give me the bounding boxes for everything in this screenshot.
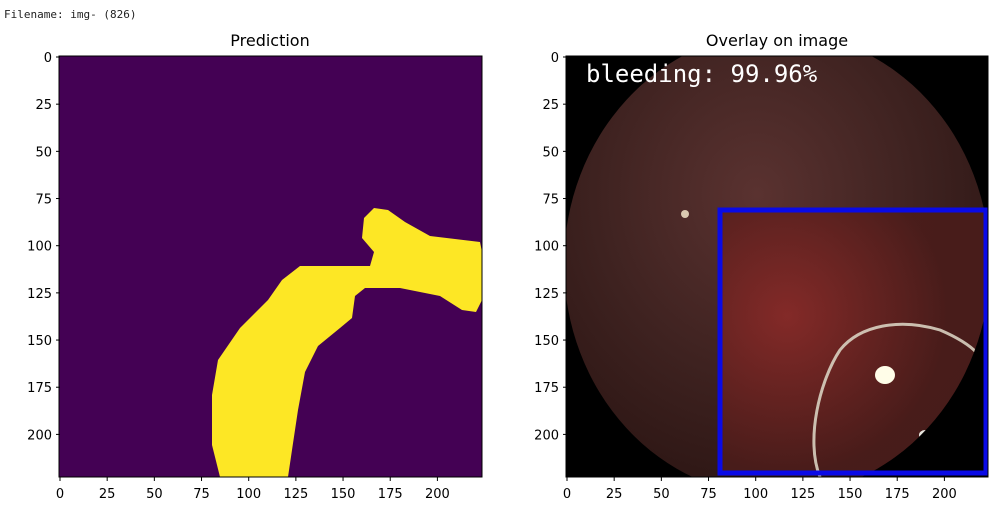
overlay-x-tick-label: 150 [838,487,863,502]
overlay-x-tick-label: 125 [790,487,815,502]
prediction-x-tick-label: 175 [378,487,403,502]
prediction-title: Prediction [230,31,310,50]
prediction-y-tick-label: 175 [27,381,52,396]
overlay-y-tick-label: 0 [551,51,559,66]
overlay-x-tick-label: 50 [653,487,670,502]
overlay-y-tick-label: 125 [534,287,559,302]
prediction-y-tick-label: 25 [35,98,52,113]
overlay-y-tick-label: 25 [542,98,559,113]
prediction-y-tick-label: 150 [27,334,52,349]
prediction-x-tick-label: 100 [236,487,261,502]
overlay-y-tick-label: 150 [534,334,559,349]
overlay-y-tick-label: 75 [542,193,559,208]
prediction-image [59,56,482,477]
overlay-x-tick-label: 100 [743,487,768,502]
prediction-axes-frame [58,55,483,478]
reflection-edge [812,322,988,477]
prediction-x-tick-label: 75 [193,487,210,502]
overlay-x-tick-label: 75 [700,487,717,502]
bleeding-mask [212,208,482,477]
prediction-x-tick-label: 50 [146,487,163,502]
overlay-axes-frame [565,55,989,478]
overlay-x-tick-label: 0 [563,487,571,502]
specular-highlight [875,366,895,384]
overlay-y-tick-label: 100 [534,240,559,255]
overlay-x-tick-label: 175 [885,487,910,502]
prediction-y-tick-label: 50 [35,145,52,160]
overlay-image: bleeding: 99.96% [566,56,988,477]
prediction-y-tick-label: 75 [35,193,52,208]
prediction-x-tick-label: 200 [425,487,450,502]
prediction-x-tick-label: 25 [99,487,116,502]
prediction-y-tick-label: 0 [44,51,52,66]
prediction-y-tick-label: 125 [27,287,52,302]
overlay-y-tick-label: 50 [542,145,559,160]
prediction-x-tick-label: 150 [331,487,356,502]
specular-dot [681,210,689,218]
overlay-title: Overlay on image [705,31,849,50]
prediction-x-tick-label: 0 [56,487,64,502]
prediction-y-tick-label: 200 [27,428,52,443]
overlay-x-tick-label: 200 [932,487,957,502]
overlay-x-tick-label: 25 [606,487,623,502]
prediction-y-tick-label: 100 [27,240,52,255]
detection-box [717,207,988,476]
filename-line: Filename: img- (826) [4,8,137,21]
detection-label: bleeding: 99.96% [586,60,818,88]
overlay-y-tick-label: 175 [534,381,559,396]
overlay-y-tick-label: 200 [534,428,559,443]
prediction-x-tick-label: 125 [283,487,308,502]
